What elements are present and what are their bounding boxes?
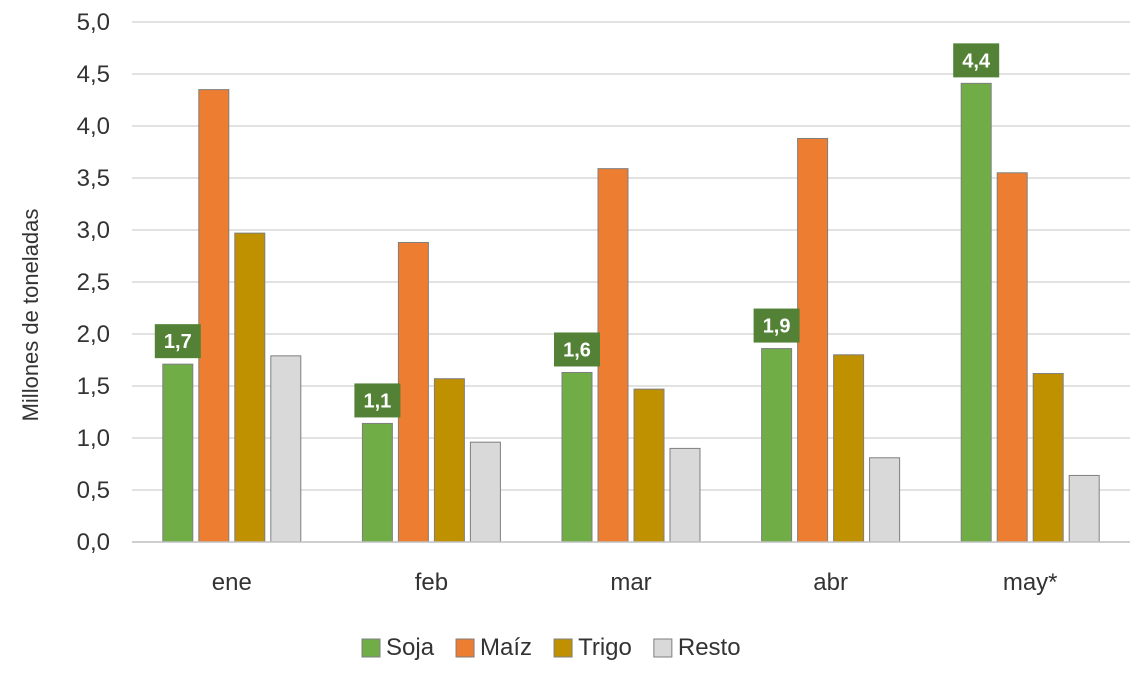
y-tick-label: 5,0 [77, 9, 110, 36]
data-label-box [154, 324, 201, 359]
bar-resto-abr [869, 457, 901, 543]
bar-resto-may [1068, 474, 1100, 543]
bar-maiz-abr [797, 137, 829, 543]
x-tick-label: abr [813, 569, 848, 596]
legend-label: Resto [678, 634, 741, 661]
axes: 0,0 0,5 1,0 1,5 2,0 2,5 3,0 3,5 4,0 4,5 5,0 ene feb m… [77, 9, 1130, 596]
bar-soja-mar [561, 371, 593, 543]
legend-swatch [653, 638, 673, 658]
bar-trigo-feb [433, 378, 465, 543]
y-tick-label: 2,0 [77, 321, 110, 348]
bar-soja-feb [361, 422, 393, 543]
y-tick-label: 4,5 [77, 61, 110, 88]
legend-swatch [553, 638, 573, 658]
data-label: 1,7 [164, 331, 192, 353]
bar-trigo-abr [833, 354, 865, 543]
y-tick-label: 1,0 [77, 425, 110, 452]
bar-trigo-ene [234, 232, 266, 543]
y-tick-label: 0,5 [77, 477, 110, 504]
bar-maiz-may [996, 172, 1028, 543]
y-tick-label: 4,0 [77, 113, 110, 140]
y-tick-label: 2,5 [77, 269, 110, 296]
bar-resto-mar [669, 447, 701, 543]
y-tick-label: 1,5 [77, 373, 110, 400]
x-tick-label: mar [610, 569, 651, 596]
data-label-box [554, 332, 600, 367]
data-label-box [753, 308, 800, 343]
data-labels: 1,7 1,1 1,6 1,9 4,4 [154, 43, 1000, 418]
legend-label: Maíz [480, 634, 532, 661]
y-tick-label: 3,0 [77, 217, 110, 244]
bar-trigo-may [1032, 373, 1064, 543]
data-label: 1,6 [563, 339, 591, 361]
y-axis-title: Millones de toneladas [18, 209, 43, 422]
bar-resto-ene [270, 355, 302, 543]
data-label-box [953, 43, 1000, 78]
x-tick-label: ene [212, 569, 252, 596]
bar-trigo-mar [633, 388, 665, 543]
data-label-box [354, 383, 401, 418]
data-label: 1,9 [763, 316, 791, 338]
x-tick-label: may* [1003, 569, 1058, 596]
bar-maiz-ene [198, 89, 230, 543]
legend-swatch [361, 638, 381, 658]
data-label: 1,1 [363, 390, 391, 412]
bars [162, 82, 1100, 543]
legend: Soja Maíz Trigo Resto [361, 634, 741, 661]
data-label: 4,4 [962, 50, 991, 72]
legend-label: Soja [386, 634, 435, 661]
bar-resto-feb [469, 441, 501, 543]
y-tick-label: 3,5 [77, 165, 110, 192]
bar-soja-ene [162, 363, 194, 543]
bar-soja-may [960, 82, 992, 543]
bar-maiz-feb [397, 241, 429, 543]
legend-label: Trigo [578, 634, 632, 661]
y-tick-label: 0,0 [77, 529, 110, 556]
legend-swatch [455, 638, 475, 658]
bar-maiz-mar [597, 168, 629, 543]
bar-soja-abr [761, 348, 793, 543]
x-tick-label: feb [415, 569, 448, 596]
